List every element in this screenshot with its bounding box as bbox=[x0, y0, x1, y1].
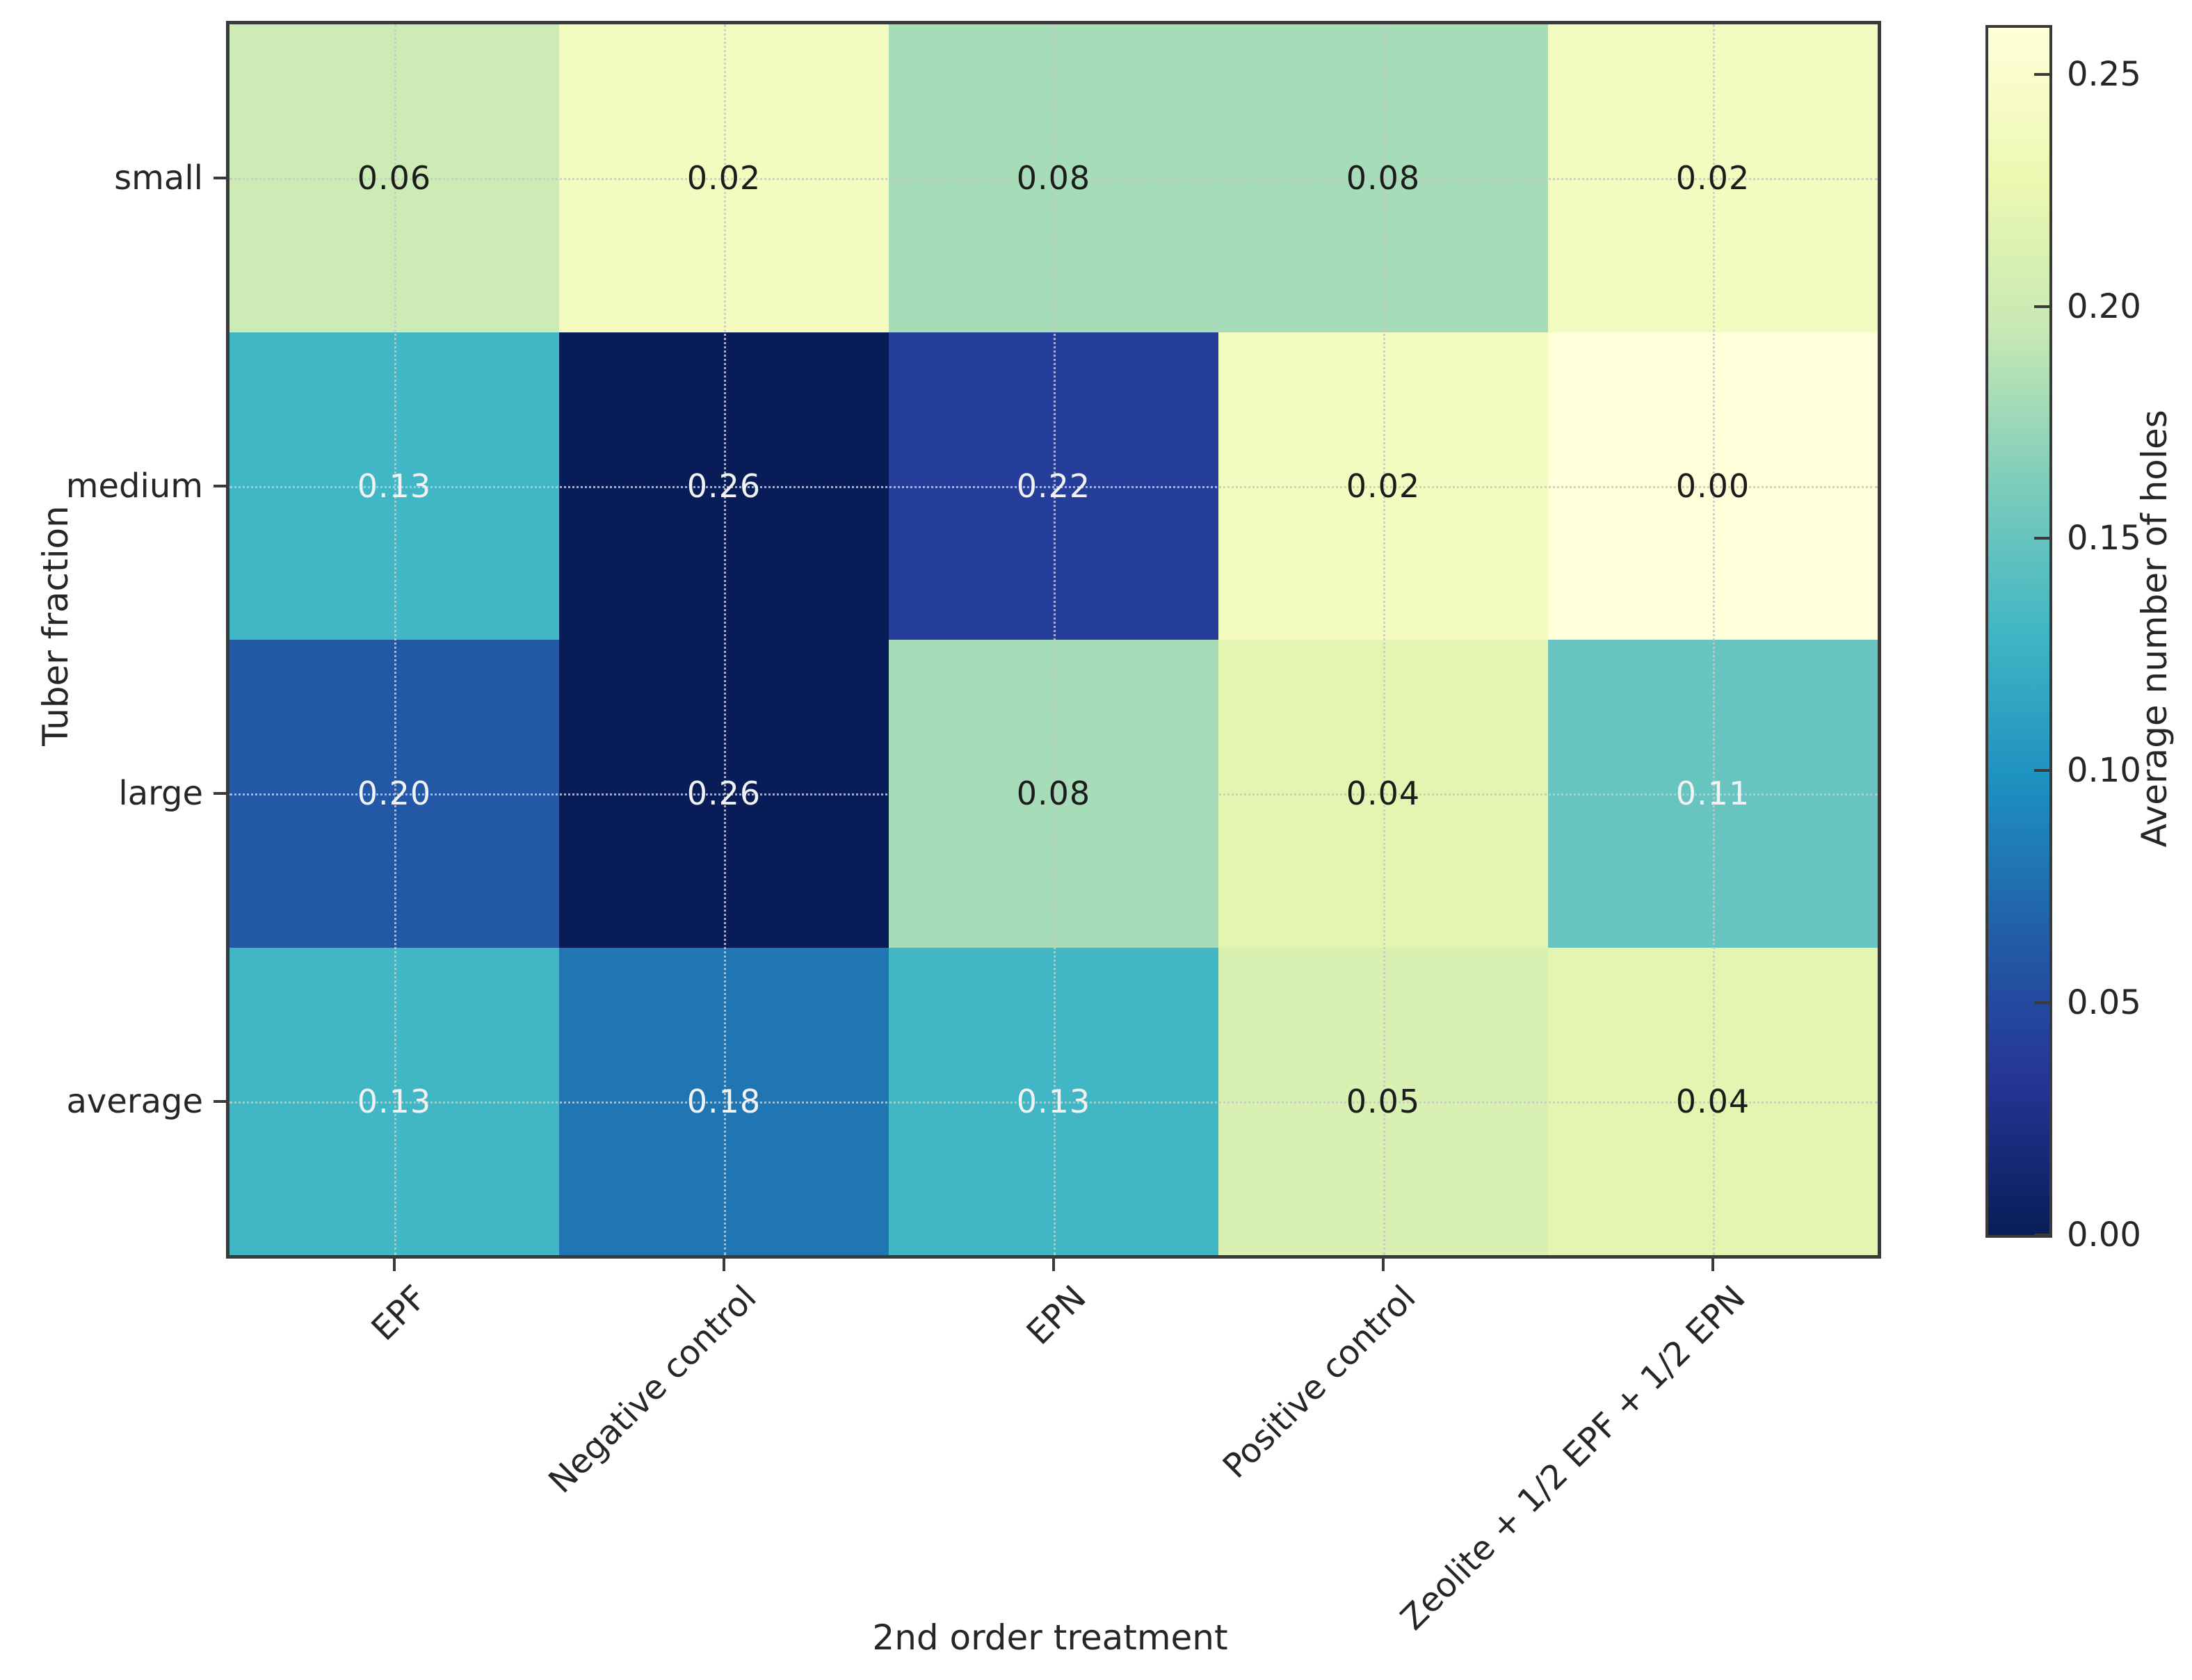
cell-value: 0.08 bbox=[1016, 159, 1091, 197]
gridline-vertical bbox=[1713, 24, 1715, 1255]
y-tick-label-average: average bbox=[66, 1081, 204, 1121]
y-tick-mark bbox=[213, 177, 226, 180]
x-tick-mark bbox=[1382, 1259, 1385, 1271]
colorbar-tick-mark bbox=[2034, 305, 2049, 308]
cell-value: 0.11 bbox=[1675, 775, 1750, 813]
colorbar-tick-label-0.05: 0.05 bbox=[2067, 983, 2141, 1023]
colorbar-title: Average number of holes bbox=[2134, 410, 2175, 848]
gridline-horizontal bbox=[229, 1101, 1878, 1104]
cell-value: 0.00 bbox=[1675, 467, 1750, 505]
gridline-vertical bbox=[1054, 24, 1056, 1255]
x-tick-label: EPN bbox=[1019, 1278, 1094, 1352]
x-tick-mark bbox=[723, 1259, 725, 1271]
cell-value: 0.13 bbox=[357, 467, 432, 505]
cell-value: 0.13 bbox=[357, 1082, 432, 1120]
cell-value: 0.20 bbox=[357, 775, 432, 813]
gridline-horizontal bbox=[229, 485, 1878, 488]
colorbar-tick-label-0.00: 0.00 bbox=[2067, 1215, 2141, 1254]
cell-value: 0.02 bbox=[1675, 159, 1750, 197]
x-tick-label: Zeolite + 1/2 EPF + 1/2 EPN bbox=[1393, 1278, 1753, 1638]
cell-value: 0.22 bbox=[1016, 467, 1091, 505]
colorbar-tick-mark bbox=[2034, 537, 2049, 540]
x-tick-label: Negative control bbox=[541, 1278, 764, 1501]
colorbar-tick-label-0.10: 0.10 bbox=[2067, 751, 2141, 791]
gridline-horizontal bbox=[229, 793, 1878, 796]
x-axis-title: 2nd order treatment bbox=[872, 1617, 1228, 1658]
gridline-vertical bbox=[724, 24, 726, 1255]
cell-value: 0.08 bbox=[1016, 775, 1091, 813]
cell-value: 0.26 bbox=[686, 467, 761, 505]
y-tick-mark bbox=[213, 792, 226, 795]
y-tick-label-large: large bbox=[118, 774, 203, 814]
y-tick-label-medium: medium bbox=[65, 466, 203, 506]
x-tick-mark bbox=[1052, 1259, 1055, 1271]
colorbar-tick-mark bbox=[2034, 1001, 2049, 1005]
cell-value: 0.26 bbox=[686, 775, 761, 813]
cell-value: 0.04 bbox=[1346, 775, 1421, 813]
colorbar bbox=[1985, 25, 2052, 1238]
y-tick-mark bbox=[213, 484, 226, 487]
cell-value: 0.06 bbox=[357, 159, 432, 197]
colorbar-tick-mark bbox=[2034, 1234, 2049, 1236]
plot-area: 0.06 0.02 0.08 0.08 0.02 0.13 0.26 0.22 0.02 0.00… bbox=[226, 21, 1881, 1259]
colorbar-tick-label-0.25: 0.25 bbox=[2067, 54, 2141, 94]
x-tick-label: EPF bbox=[364, 1278, 435, 1349]
colorbar-tick-mark bbox=[2034, 769, 2049, 773]
gridline-vertical bbox=[394, 24, 396, 1255]
cell-value: 0.08 bbox=[1346, 159, 1421, 197]
y-axis-title: Tuber fraction bbox=[35, 506, 76, 746]
y-tick-mark bbox=[213, 1099, 226, 1103]
x-tick-label: Positive control bbox=[1215, 1278, 1424, 1486]
cell-value: 0.02 bbox=[1346, 467, 1421, 505]
colorbar-tick-label-0.20: 0.20 bbox=[2067, 286, 2141, 326]
cell-value: 0.13 bbox=[1016, 1082, 1091, 1120]
gridline-horizontal bbox=[229, 178, 1878, 181]
colorbar-tick-label-0.15: 0.15 bbox=[2067, 519, 2141, 558]
cell-value: 0.05 bbox=[1346, 1082, 1421, 1120]
cell-value: 0.18 bbox=[686, 1082, 761, 1120]
cell-value: 0.04 bbox=[1675, 1082, 1750, 1120]
gridline-vertical bbox=[1383, 24, 1385, 1255]
x-tick-mark bbox=[393, 1259, 396, 1271]
x-tick-mark bbox=[1711, 1259, 1714, 1271]
colorbar-tick-mark bbox=[2034, 72, 2049, 76]
y-tick-label-small: small bbox=[114, 159, 203, 198]
cell-value: 0.02 bbox=[686, 159, 761, 197]
